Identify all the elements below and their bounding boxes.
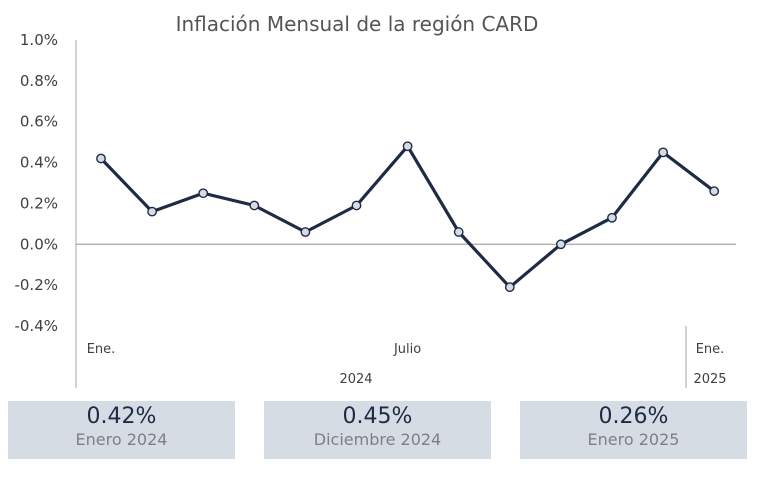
data-point — [453, 227, 464, 237]
series-line — [99, 144, 716, 289]
y-tick-label: 0.4% — [20, 154, 58, 172]
data-point — [504, 282, 515, 293]
inflation-chart: Inflación Mensual de la región CARD 1.0%… — [14, 12, 736, 388]
series-markers — [96, 141, 720, 293]
summary-card-value: 0.45% — [342, 404, 413, 429]
data-point — [556, 239, 566, 250]
summary-card-value: 0.26% — [598, 404, 669, 429]
series-path — [99, 144, 716, 289]
y-tick-label: 0.6% — [20, 113, 58, 131]
y-tick-label: 0.0% — [20, 235, 58, 253]
summary-card-1: 0.42% Enero 2024 — [8, 401, 235, 459]
data-point — [607, 212, 617, 223]
y-tick-label: -0.2% — [14, 276, 58, 294]
data-point — [96, 153, 106, 164]
x-axis: Ene. Julio Ene. 2024 2025 — [76, 243, 736, 388]
y-tick-label: 0.8% — [20, 72, 58, 90]
data-point — [300, 227, 311, 237]
summary-cards: 0.42% Enero 2024 0.45% Diciembre 2024 0.… — [0, 401, 768, 461]
x-tick-label: Ene. — [696, 342, 725, 357]
data-point — [402, 141, 413, 152]
y-axis: 1.0% 0.8% 0.6% 0.4% 0.2% 0.0% -0.2% -0.4% — [14, 31, 77, 388]
summary-card-label: Enero 2025 — [587, 430, 680, 449]
x-tick-label: Ene. — [87, 342, 116, 357]
summary-card-label: Enero 2024 — [75, 430, 168, 449]
data-point — [351, 200, 362, 211]
summary-card-3: 0.26% Enero 2025 — [520, 401, 747, 459]
y-tick-label: 0.2% — [20, 194, 58, 212]
year-label: 2025 — [693, 372, 726, 387]
x-tick-label: Julio — [393, 342, 421, 357]
y-tick-label: 1.0% — [20, 31, 58, 49]
summary-card-2: 0.45% Diciembre 2024 — [264, 401, 491, 459]
data-point — [709, 186, 720, 197]
data-point — [198, 188, 209, 199]
year-label: 2024 — [339, 372, 372, 387]
summary-card-label: Diciembre 2024 — [313, 430, 442, 449]
chart-title: Inflación Mensual de la región CARD — [176, 12, 539, 36]
data-point — [658, 147, 668, 158]
data-point — [147, 206, 158, 217]
y-tick-label: -0.4% — [14, 317, 58, 335]
summary-card-value: 0.42% — [86, 404, 157, 429]
data-point — [249, 200, 260, 211]
